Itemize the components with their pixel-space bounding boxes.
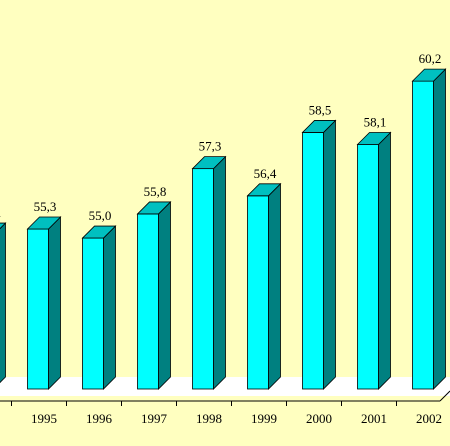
bar-side (158, 200, 171, 390)
value-label-2000: 58,5 (309, 102, 332, 117)
bar-front (27, 228, 49, 390)
bar-1995 (26, 216, 62, 390)
bar-front (302, 132, 324, 390)
x-tick-label-1999: 1999 (251, 411, 277, 426)
value-label-1998: 57,3 (199, 139, 222, 154)
value-label-1995: 55,3 (34, 199, 57, 214)
bar-top (246, 183, 282, 197)
bar-front (137, 213, 159, 390)
bar-1998 (191, 155, 227, 390)
bar-top (0, 222, 7, 230)
bar-top (26, 216, 62, 230)
bar-1997 (136, 200, 172, 390)
bar-front (192, 168, 214, 390)
bar-top (81, 225, 117, 239)
value-label-1999: 56,4 (254, 166, 277, 181)
bar-2001 (356, 131, 392, 390)
bar-side (48, 216, 61, 390)
bar-2002 (411, 68, 447, 390)
x-tick-label-2001: 2001 (361, 411, 387, 426)
x-tick-label-2002: 2002 (416, 411, 442, 426)
value-label-1996: 55,0 (89, 208, 112, 223)
x-tick-label-1995: 1995 (31, 411, 57, 426)
bar-1996 (81, 225, 117, 390)
bar-top (411, 68, 447, 82)
bar-side (433, 68, 446, 390)
value-label-2001: 58,1 (364, 115, 387, 130)
bar-side (103, 225, 116, 390)
x-tick-label-1996: 1996 (86, 411, 113, 426)
bar-2000 (301, 119, 337, 390)
bar-front (82, 237, 104, 390)
bar-top (301, 120, 337, 133)
bar-top (356, 132, 392, 145)
x-tick-label-2000: 2000 (306, 411, 332, 426)
value-label-1997: 55,8 (144, 184, 167, 199)
chart-floor (0, 379, 450, 396)
bar-front (412, 80, 434, 390)
value-label-1994: 55,1 (0, 205, 1, 220)
bar-side (0, 222, 6, 384)
bar-1994 (0, 222, 7, 384)
bar-top (191, 156, 227, 170)
x-tick-label-1997: 1997 (141, 411, 168, 426)
bar-side (213, 155, 226, 390)
value-label-2002: 60,2 (419, 51, 442, 66)
bar-top (136, 201, 172, 215)
bar-front (357, 144, 379, 390)
bar-side (323, 119, 336, 390)
x-tick-label-1998: 1998 (196, 411, 222, 426)
bar-front (247, 195, 269, 390)
bar-side (268, 182, 281, 390)
x-axis-depth-line (439, 390, 450, 402)
bar-1999 (246, 182, 282, 390)
bar-side (378, 131, 391, 390)
